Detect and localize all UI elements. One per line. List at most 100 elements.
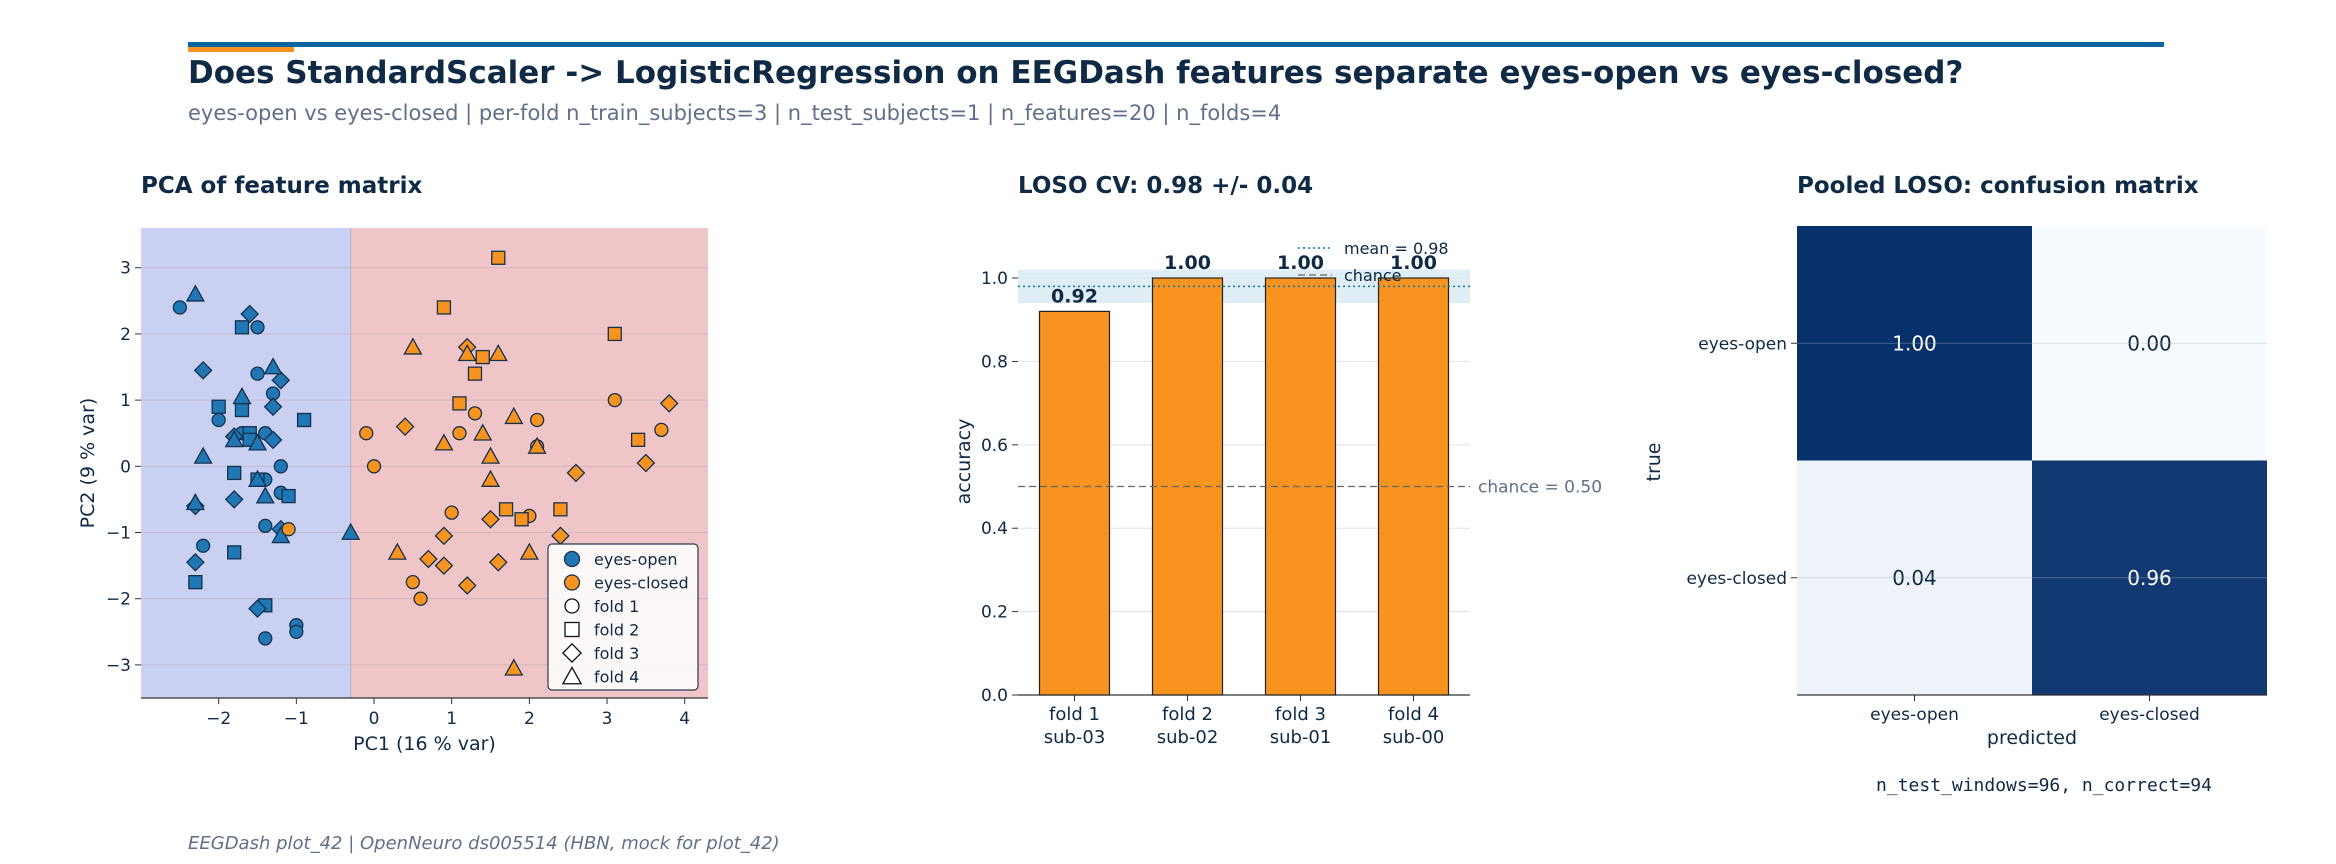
legend-label: fold 4 (594, 668, 639, 687)
scatter-point-eyes-closed-fold2 (498, 502, 514, 517)
scatter-point-eyes-closed-fold4 (504, 406, 524, 425)
scatter-point-eyes-open-fold2 (234, 320, 250, 335)
confusion-panel-title: Pooled LOSO: confusion matrix (1797, 173, 2199, 199)
scatter-point-eyes-closed-fold3 (457, 576, 477, 595)
x-tick-label: 4 (679, 709, 690, 729)
scatter-point-eyes-closed-fold1 (413, 591, 428, 606)
scatter-point-eyes-open-fold4 (185, 492, 205, 511)
x-tick-label: 2 (524, 709, 535, 729)
scatter-point-eyes-open-fold3 (186, 552, 205, 572)
scatter-point-eyes-closed-fold2 (630, 432, 646, 447)
scatter-point-eyes-open-fold4 (341, 522, 361, 540)
scatter-point-eyes-closed-fold3 (636, 453, 656, 473)
y-axis-label: accuracy (953, 419, 975, 505)
header-accent (188, 47, 294, 52)
x-tick-label: fold 2 (1162, 704, 1213, 725)
scatter-point-eyes-closed-fold4 (488, 343, 508, 362)
scatter-point-eyes-open-fold3 (248, 599, 267, 619)
scatter-point-eyes-open-fold1 (258, 631, 273, 646)
scatter-point-eyes-open-fold2 (296, 412, 312, 428)
scatter-point-eyes-closed-fold2 (475, 349, 490, 365)
scatter-legend (547, 543, 699, 691)
bar-value-label: 0.92 (1051, 285, 1098, 307)
scatter-point-eyes-open-fold1 (273, 459, 288, 474)
scatter-point-eyes-closed-fold1 (452, 426, 467, 441)
y-tick-label: 2 (120, 325, 131, 345)
legend-marker-fold-3 (561, 642, 583, 664)
bar-panel-title: LOSO CV: 0.98 +/- 0.04 (1018, 173, 1313, 199)
scatter-point-eyes-closed-fold3 (566, 463, 586, 483)
x-tick-label: 3 (602, 709, 613, 729)
scatter-point-eyes-open-fold3 (224, 490, 244, 509)
y-tick-label: 0.2 (981, 603, 1008, 623)
legend-label: fold 1 (594, 597, 639, 616)
x-tick-label: −2 (206, 709, 231, 729)
y-tick-label: 0 (120, 457, 131, 477)
scatter-point-eyes-open-fold1 (250, 366, 265, 381)
scatter-point-eyes-closed-fold4 (387, 542, 407, 560)
scatter-point-eyes-closed-fold1 (654, 422, 669, 438)
scatter-point-eyes-open-fold3 (263, 397, 283, 417)
scatter-point-eyes-closed-fold4 (480, 469, 501, 487)
row-label: eyes-closed (1686, 569, 1787, 589)
scatter-point-eyes-open-fold4 (247, 469, 268, 487)
y-axis-label: PC2 (9 % var) (77, 398, 99, 529)
legend-marker-fold-2 (564, 621, 580, 638)
legend-chance-label: chance (1344, 266, 1402, 285)
pca-panel-title: PCA of feature matrix (141, 173, 423, 199)
row-label: eyes-open (1698, 334, 1787, 354)
scatter-point-eyes-open-fold3 (263, 430, 283, 450)
y-tick-label: −3 (106, 656, 131, 676)
scatter-point-eyes-open-fold2 (234, 402, 250, 418)
scatter-point-eyes-closed-fold2 (553, 502, 568, 517)
scatter-point-eyes-closed-fold3 (395, 417, 415, 436)
scatter-point-eyes-closed-fold2 (514, 512, 529, 527)
col-label: eyes-closed (2099, 705, 2200, 725)
y-tick-label: 0.0 (981, 686, 1008, 706)
scatter-point-eyes-open-fold2 (227, 545, 242, 560)
legend-marker-fold-1 (564, 598, 580, 614)
y-tick-label: 0.8 (981, 352, 1008, 372)
scatter-point-eyes-closed-fold1 (405, 575, 420, 590)
scatter-point-eyes-closed-fold2 (607, 326, 622, 342)
footer-caption: EEGDash plot_42 | OpenNeuro ds005514 (HB… (188, 833, 780, 854)
scatter-point-eyes-closed-fold3 (434, 526, 454, 546)
x-tick-label: −1 (284, 709, 309, 729)
scatter-point-eyes-open-fold1 (289, 624, 304, 639)
scatter-point-eyes-closed-fold2 (452, 396, 467, 411)
scatter-point-eyes-open-fold4 (224, 430, 244, 448)
scatter-point-eyes-closed-fold4 (457, 343, 477, 362)
x-tick-label: sub-01 (1270, 727, 1332, 748)
bar-value-label: 1.00 (1390, 252, 1437, 274)
scatter-point-eyes-closed-fold1 (467, 406, 483, 421)
x-tick-label: fold 1 (1049, 704, 1100, 725)
bar-value-label: 1.00 (1164, 252, 1211, 274)
bar-value-label: 1.00 (1277, 252, 1324, 274)
x-tick-label: fold 4 (1388, 704, 1439, 725)
page-title: Does StandardScaler -> LogisticRegressio… (188, 55, 1963, 91)
scatter-point-eyes-closed-fold1 (281, 522, 296, 537)
scatter-point-eyes-open-fold1 (211, 412, 226, 428)
scatter-point-eyes-open-fold1 (258, 518, 273, 534)
scatter-point-eyes-open-fold3 (271, 370, 291, 390)
scatter-point-eyes-closed-fold1 (359, 426, 374, 441)
scatter-point-eyes-closed-fold3 (419, 549, 438, 569)
x-tick-label: sub-02 (1157, 727, 1219, 748)
scatter-point-eyes-open-fold2 (281, 488, 296, 504)
scatter-point-eyes-open-fold3 (193, 360, 213, 380)
scatter-point-eyes-closed-fold4 (480, 446, 501, 464)
scatter-point-eyes-closed-fold1 (607, 392, 622, 408)
confusion-annotation: n_test_windows=96, n_correct=94 (1876, 775, 2212, 796)
legend-label: eyes-open (594, 550, 678, 569)
x-axis-label: predicted (1987, 727, 2077, 749)
x-axis-label: PC1 (16 % var) (353, 733, 496, 755)
col-label: eyes-open (1870, 705, 1959, 725)
y-tick-label: 1.0 (981, 269, 1008, 289)
scatter-point-eyes-open-fold4 (255, 486, 275, 504)
y-tick-label: −1 (106, 524, 131, 544)
pca-scatter-plot: −3 −2 −1 0 1 2 3 −2 −1 0 1 2 3 4 PC1 (16 % var) PC2 (9 … (77, 228, 708, 755)
scatter-point-eyes-closed-fold4 (527, 436, 547, 454)
scatter-point-eyes-open-fold2 (188, 575, 203, 590)
y-tick-label: 0.6 (981, 436, 1008, 456)
